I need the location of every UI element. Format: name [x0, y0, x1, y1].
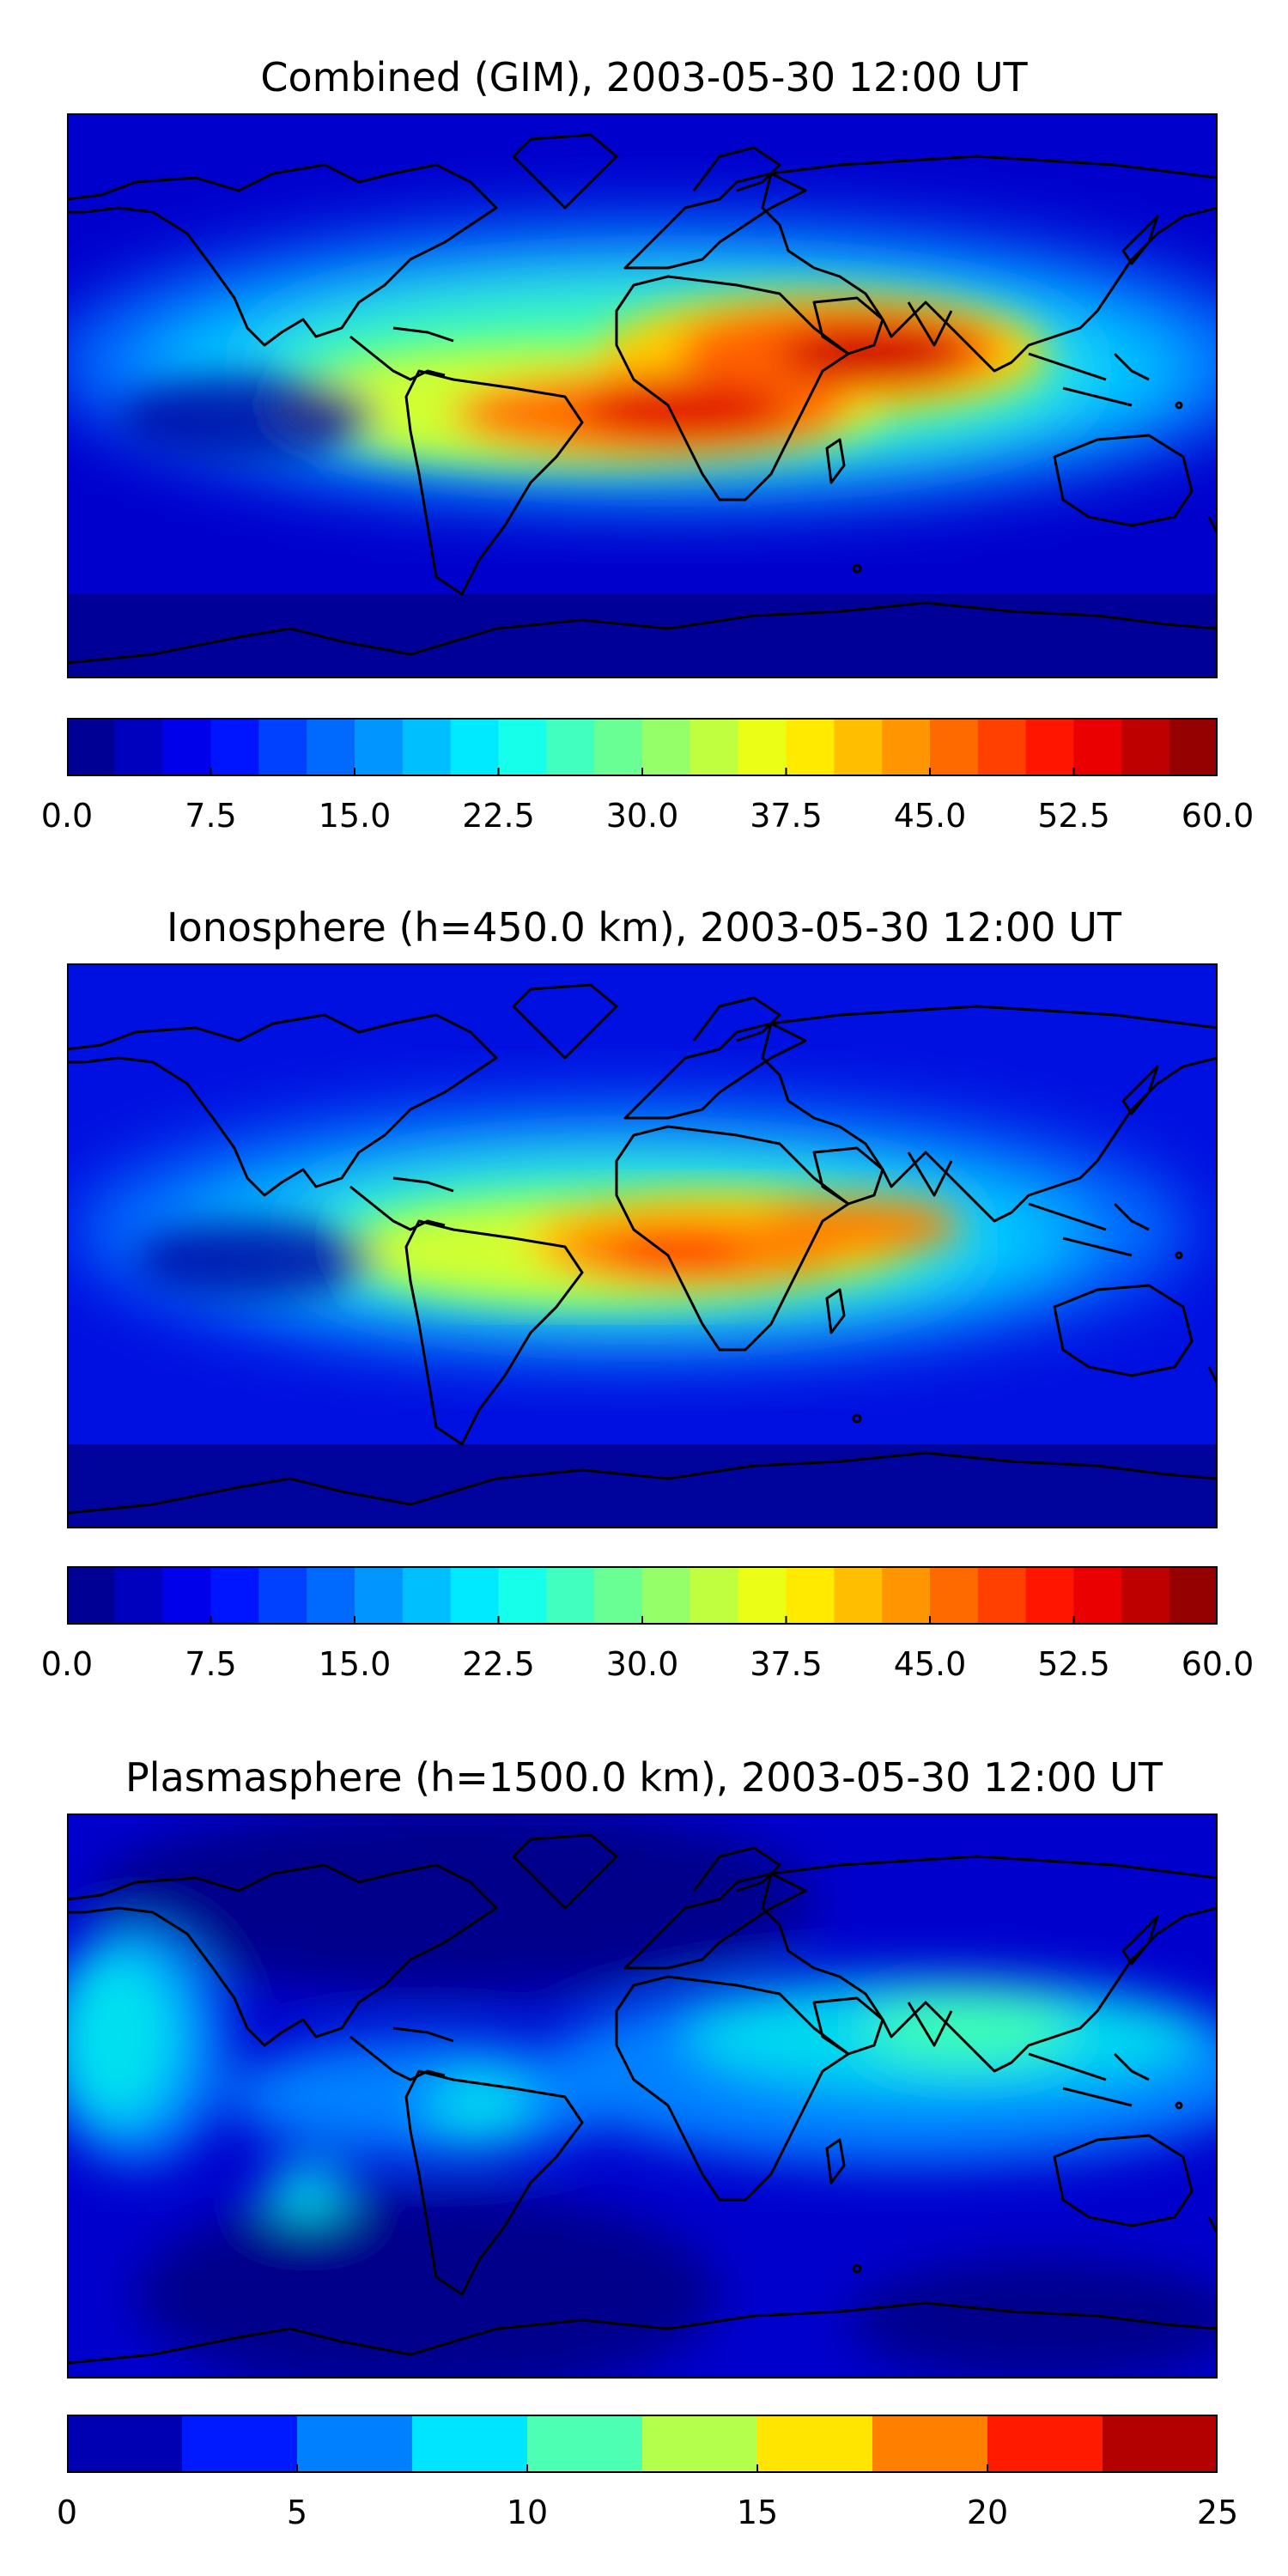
colorbar-level-swatch: [987, 2415, 1103, 2473]
colorbar-level-swatch: [258, 718, 307, 776]
colorbar-level-swatch: [258, 1566, 307, 1625]
colorbar-level-swatch: [412, 2415, 528, 2473]
colorbar-level-swatch: [402, 718, 452, 776]
colorbar-level-swatch: [872, 2415, 988, 2473]
colorbar-tick-label: 45.0: [893, 797, 967, 835]
colorbar-level-swatch: [297, 2415, 413, 2473]
colorbar-level-swatch: [642, 2415, 758, 2473]
ionosphere-colorbar-ticks: 0.0 7.5 15.0 22.5 30.0 37.5 45.0 52.5 60.0: [41, 1645, 1255, 1697]
colorbar-level-swatch: [527, 2415, 643, 2473]
colorbar-tick-label: 10: [506, 2494, 549, 2531]
colorbar-level-swatch: [355, 1566, 404, 1625]
colorbar-level-swatch: [642, 1566, 691, 1625]
colorbar-level-swatch: [977, 718, 1027, 776]
colorbar-tick-label: 45.0: [893, 1645, 967, 1683]
colorbar-tick-label: 22.5: [462, 797, 535, 835]
combined-map-title: Combined (GIM), 2003-05-30 12:00 UT: [260, 54, 1028, 100]
colorbar-level-swatch: [114, 1566, 164, 1625]
colorbar-level-swatch: [307, 1566, 355, 1625]
colorbar-level-swatch: [402, 1566, 452, 1625]
colorbar-level-swatch: [114, 718, 164, 776]
colorbar-tick-label: 60.0: [1181, 1645, 1255, 1683]
plasmasphere-colorbar: [67, 2415, 1218, 2473]
colorbar-tick-label: 0.0: [40, 1645, 94, 1683]
colorbar-level-swatch: [355, 718, 404, 776]
colorbar-tick-label: 5: [286, 2494, 308, 2531]
colorbar-level-swatch: [307, 718, 355, 776]
colorbar-level-swatch: [882, 1566, 931, 1625]
colorbar-tick-label: 30.0: [605, 1645, 679, 1683]
colorbar-level-swatch: [786, 718, 835, 776]
colorbar-tick-label: 7.5: [185, 1645, 237, 1683]
combined-colorbar: [67, 718, 1218, 776]
colorbar-tick-label: 37.5: [750, 1645, 823, 1683]
colorbar-level-swatch: [67, 2415, 183, 2473]
colorbar-level-swatch: [834, 1566, 883, 1625]
colorbar-level-swatch: [1121, 718, 1170, 776]
colorbar-level-swatch: [210, 718, 259, 776]
colorbar-level-swatch: [690, 718, 739, 776]
colorbar-tick-label: 22.5: [462, 1645, 535, 1683]
combined-tec-map: [67, 113, 1218, 678]
colorbar-level-swatch: [450, 1566, 500, 1625]
colorbar-level-swatch: [162, 1566, 212, 1625]
colorbar-level-swatch: [738, 718, 787, 776]
colorbar-level-swatch: [690, 1566, 739, 1625]
colorbar-level-swatch: [1025, 1566, 1075, 1625]
colorbar-level-swatch: [642, 718, 691, 776]
colorbar-tick-label: 15.0: [318, 1645, 392, 1683]
colorbar-level-swatch: [977, 1566, 1027, 1625]
ionosphere-tec-map: [67, 963, 1218, 1528]
colorbar-level-swatch: [882, 718, 931, 776]
colorbar-level-swatch: [930, 1566, 979, 1625]
colorbar-level-swatch: [450, 718, 500, 776]
colorbar-level-swatch: [834, 718, 883, 776]
plasmasphere-map-title: Plasmasphere (h=1500.0 km), 2003-05-30 1…: [125, 1754, 1163, 1801]
colorbar-tick-label: 30.0: [605, 797, 679, 835]
colorbar-level-swatch: [182, 2415, 298, 2473]
colorbar-tick-label: 7.5: [185, 797, 237, 835]
colorbar-level-swatch: [1073, 1566, 1122, 1625]
colorbar-tick-label: 15: [736, 2494, 779, 2531]
colorbar-level-swatch: [738, 1566, 787, 1625]
colorbar-level-swatch: [1121, 1566, 1170, 1625]
colorbar-tick-label: 0: [56, 2494, 78, 2531]
colorbar-tick-label: 52.5: [1037, 1645, 1110, 1683]
colorbar-level-swatch: [786, 1566, 835, 1625]
colorbar-level-swatch: [498, 718, 547, 776]
colorbar-tick-label: 0.0: [40, 797, 94, 835]
colorbar-level-swatch: [546, 1566, 595, 1625]
colorbar-tick-label: 60.0: [1181, 797, 1255, 835]
colorbar-tick-label: 37.5: [750, 797, 823, 835]
colorbar-level-swatch: [1073, 718, 1122, 776]
colorbar-level-swatch: [67, 718, 116, 776]
colorbar-level-swatch: [1103, 2415, 1218, 2473]
colorbar-level-swatch: [546, 718, 595, 776]
colorbar-tick-label: 20: [966, 2494, 1009, 2531]
colorbar-level-swatch: [757, 2415, 873, 2473]
plasmasphere-colorbar-ticks: 0 5 10 15 20 25: [57, 2494, 1238, 2545]
colorbar-level-swatch: [1170, 718, 1218, 776]
combined-colorbar-ticks: 0.0 7.5 15.0 22.5 30.0 37.5 45.0 52.5 60.0: [41, 797, 1255, 848]
colorbar-level-swatch: [594, 718, 643, 776]
ionosphere-map-title: Ionosphere (h=450.0 km), 2003-05-30 12:0…: [167, 904, 1121, 951]
colorbar-level-swatch: [498, 1566, 547, 1625]
colorbar-level-swatch: [162, 718, 212, 776]
colorbar-level-swatch: [594, 1566, 643, 1625]
colorbar-border: [67, 2415, 1218, 2473]
colorbar-level-swatch: [1025, 718, 1075, 776]
colorbar-tick-label: 25: [1196, 2494, 1239, 2531]
colorbar-level-swatch: [67, 1566, 116, 1625]
plasmasphere-tec-map: [67, 1814, 1218, 2379]
colorbar-tick-label: 52.5: [1037, 797, 1110, 835]
colorbar-level-swatch: [930, 718, 979, 776]
colorbar-tick-label: 15.0: [318, 797, 392, 835]
ionosphere-colorbar: [67, 1566, 1218, 1625]
colorbar-level-swatch: [1170, 1566, 1218, 1625]
colorbar-level-swatch: [210, 1566, 259, 1625]
